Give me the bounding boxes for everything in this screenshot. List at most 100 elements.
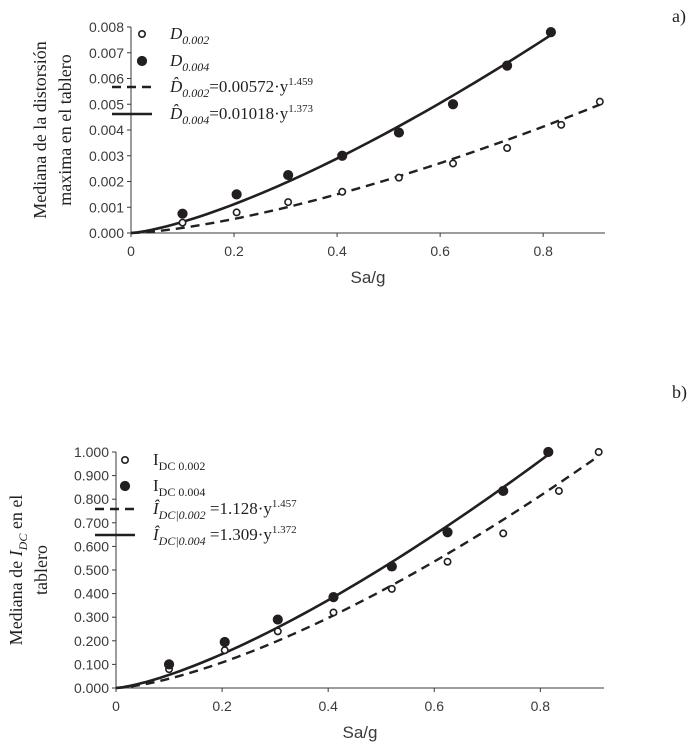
y-axis-title-line: tablero — [31, 545, 51, 595]
data-point — [219, 636, 230, 648]
y-tick-label: 0.400 — [74, 586, 109, 602]
y-axis-title-subscript: DC — [16, 533, 30, 552]
data-point — [178, 218, 187, 227]
data-point — [231, 189, 242, 200]
y-tick-label: 0.500 — [74, 562, 109, 578]
legend-equation: =1.309·y — [206, 525, 273, 544]
x-axis-title: Sa/g — [343, 723, 378, 742]
legend-entry: D̂0.002=0.00572·y1.459 — [169, 76, 314, 100]
y-tick-label: 0.007 — [89, 45, 124, 61]
y-tick-label: 0.005 — [89, 96, 124, 112]
x-tick-label: 0.8 — [531, 698, 551, 714]
y-axis-title-suffix: en el — [6, 495, 26, 534]
legend-symbol: Î — [152, 499, 160, 518]
data-point — [442, 527, 453, 538]
legend-marker-filled — [136, 55, 148, 67]
legend-marker-open — [121, 455, 130, 464]
legend-marker-open — [138, 29, 147, 38]
y-axis-title-line: Mediana de la distorsión — [30, 41, 50, 218]
y-tick-label: 0.001 — [89, 199, 124, 215]
legend-symbol: D — [169, 24, 183, 43]
data-point — [499, 529, 508, 538]
y-tick-label: 0.700 — [74, 515, 109, 531]
y-tick-label: 0.600 — [74, 538, 109, 554]
data-point — [543, 446, 554, 458]
chart-panel-a: a) 0.000 0.001 0.002 0.003 0.004 0.005 0.006 0.0… — [30, 6, 686, 287]
data-point — [284, 198, 293, 207]
y-tick-label: 0.800 — [74, 491, 109, 507]
y-axis-title-symbol: I — [6, 549, 26, 557]
legend-equation: =1.128·y — [206, 499, 273, 518]
y-tick-label: 0.002 — [89, 174, 124, 190]
data-point — [394, 173, 403, 182]
chart-panel-b: b) 0.000 0.100 0.200 0.300 0.400 0.500 0.600 0.7… — [6, 382, 687, 742]
data-point — [328, 592, 339, 603]
legend-subscript: 0.002 — [182, 33, 209, 47]
legend-equation: =0.00572·y — [209, 77, 288, 96]
data-point — [443, 557, 452, 566]
data-point — [386, 561, 397, 572]
legend-subscript: DC|0.002 — [158, 508, 206, 522]
x-axis-title: Sa/g — [351, 268, 386, 287]
x-tick-label: 0.2 — [224, 243, 244, 259]
x-tick-label: 0.6 — [425, 698, 445, 714]
data-point — [449, 159, 458, 168]
y-axis-title-prefix: Mediana de — [6, 556, 26, 645]
y-axis-title-line: Mediana de IDC en el — [6, 495, 30, 646]
data-point — [594, 447, 603, 456]
legend-symbol: Î — [152, 525, 160, 544]
legend-entry: ÎDC|0.004 =1.309·y1.372 — [152, 524, 297, 548]
data-point — [272, 614, 283, 625]
legend-symbol: D — [169, 51, 183, 70]
legend-symbol: I — [153, 476, 159, 495]
panel-label: b) — [672, 382, 687, 403]
x-tick-label: 0 — [112, 698, 120, 714]
data-point — [338, 187, 347, 196]
data-point — [220, 646, 229, 655]
legend-entry: ÎDC|0.002 =1.128·y1.457 — [152, 498, 297, 522]
data-point — [557, 120, 566, 129]
y-tick-label: 0.300 — [74, 609, 109, 625]
y-tick-label: 0.100 — [74, 656, 109, 672]
x-tick-label: 0.4 — [318, 698, 338, 714]
legend-subscript: DC 0.002 — [159, 459, 206, 473]
x-tick-label: 0.4 — [327, 243, 347, 259]
data-point — [273, 627, 282, 636]
data-point — [393, 127, 405, 138]
y-tick-label: 0.003 — [89, 148, 124, 164]
data-point — [502, 60, 513, 71]
legend-symbol: D̂ — [169, 77, 183, 96]
data-point — [337, 150, 348, 161]
y-tick-label: 0.200 — [74, 633, 109, 649]
data-point — [545, 27, 557, 38]
data-point — [387, 584, 396, 593]
legend-entry: IDC 0.004 — [153, 476, 205, 499]
legend-subscript: 0.004 — [182, 113, 209, 127]
fit-curve-2 — [130, 103, 601, 235]
y-tick-label: 0.000 — [74, 680, 109, 696]
legend-entry: D0.002 — [169, 24, 209, 47]
legend-exponent: 1.457 — [272, 498, 297, 510]
legend-exponent: 1.372 — [272, 524, 297, 536]
x-tick-label: 0.2 — [212, 698, 232, 714]
data-point — [177, 208, 188, 219]
legend-exponent: 1.373 — [288, 103, 313, 115]
data-point — [329, 608, 338, 617]
legend-subscript: 0.004 — [182, 60, 209, 74]
y-tick-label: 1.000 — [74, 444, 109, 460]
fit-curve-2 — [115, 454, 600, 690]
y-tick-label: 0.004 — [89, 122, 124, 138]
x-tick-label: 0 — [127, 243, 135, 259]
y-tick-label: 0.900 — [74, 468, 109, 484]
data-point — [232, 208, 241, 217]
legend-equation: =0.01018·y — [209, 104, 288, 123]
data-point — [554, 486, 563, 495]
legend-marker-filled — [119, 480, 131, 492]
y-axis-title-line: maxima en el tablero — [55, 54, 75, 205]
legend-subscript: DC|0.004 — [158, 534, 206, 548]
y-tick-label: 0.000 — [89, 225, 124, 241]
panel-label: a) — [672, 6, 686, 27]
data-point — [595, 97, 604, 106]
y-tick-label: 0.008 — [89, 19, 124, 35]
